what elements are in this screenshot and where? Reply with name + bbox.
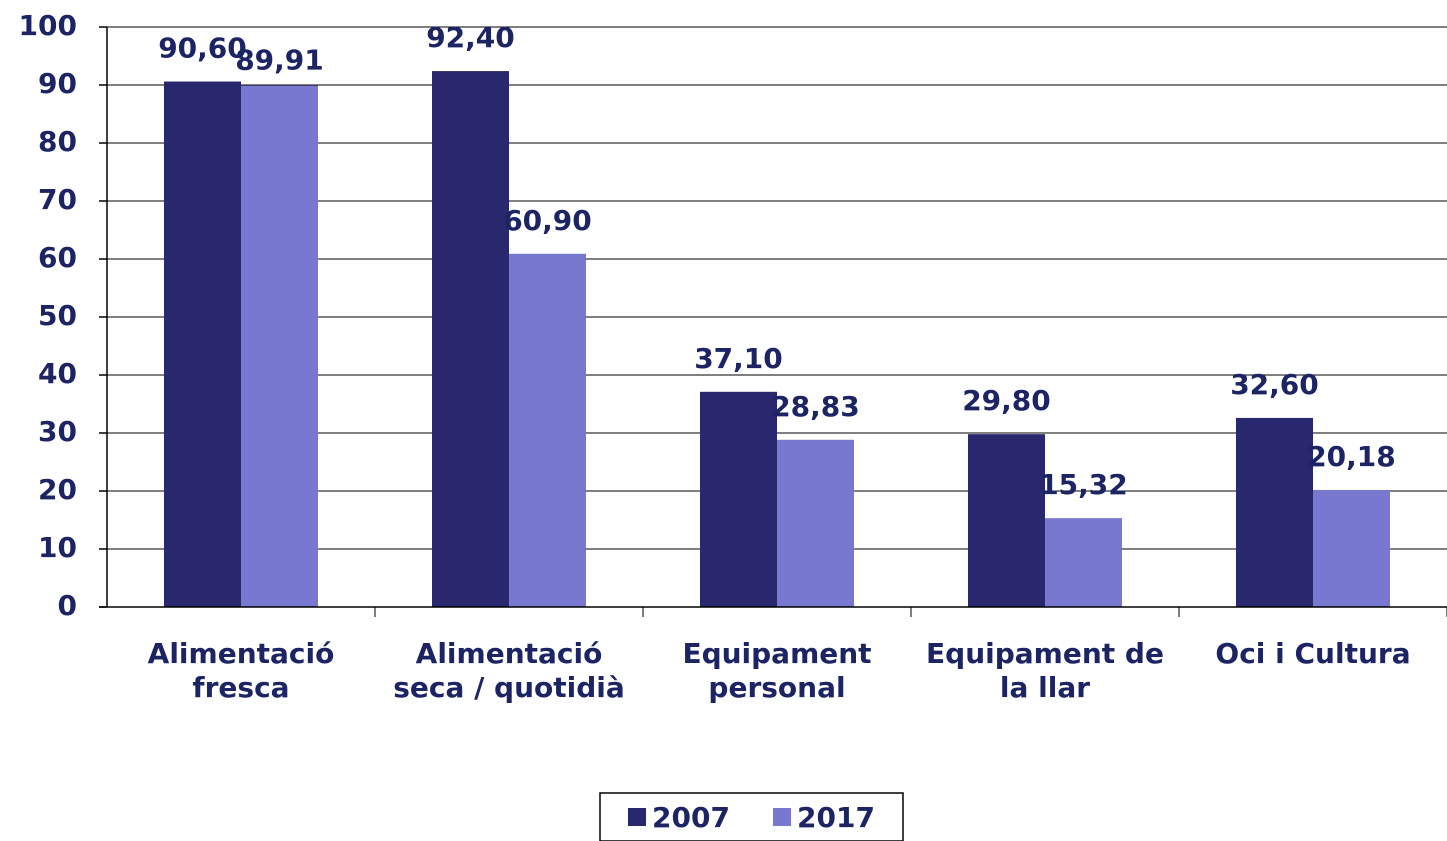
value-label: 37,10	[694, 342, 783, 375]
x-tick-label: Equipament de la llar	[926, 637, 1164, 704]
bar	[700, 391, 777, 607]
bar	[1313, 489, 1390, 607]
bar	[1236, 417, 1313, 607]
legend-swatch	[628, 808, 646, 826]
y-tick-label: 60	[38, 241, 77, 274]
bar	[164, 81, 241, 607]
value-label: 28,83	[771, 390, 860, 423]
y-tick-label: 0	[58, 589, 77, 622]
value-label: 29,80	[962, 384, 1051, 417]
y-tick-label: 30	[38, 415, 77, 448]
value-label: 89,91	[235, 44, 324, 77]
bar	[777, 439, 854, 607]
value-label: 60,90	[503, 204, 592, 237]
value-label: 32,60	[1230, 368, 1319, 401]
legend-label: 2017	[797, 801, 875, 834]
x-tick-label: Alimentació seca / quotidià	[393, 637, 625, 704]
value-label: 20,18	[1307, 440, 1396, 473]
legend-box	[599, 792, 904, 841]
y-tick-label: 20	[38, 473, 77, 506]
legend-label: 2007	[652, 801, 730, 834]
y-tick-label: 70	[38, 183, 77, 216]
bar	[1045, 518, 1122, 607]
value-label: 90,60	[158, 32, 247, 65]
bar	[509, 253, 586, 607]
y-tick-label: 100	[19, 9, 77, 42]
bar	[432, 71, 509, 607]
y-tick-label: 40	[38, 357, 77, 390]
bar	[968, 434, 1045, 607]
value-label: 92,40	[426, 21, 515, 54]
x-tick-label: Alimentació fresca	[147, 637, 335, 704]
legend-swatch	[773, 808, 791, 826]
x-tick-label: Equipament personal	[682, 637, 872, 704]
x-tick-label: Oci i Cultura	[1215, 637, 1411, 670]
y-tick-label: 90	[38, 67, 77, 100]
y-tick-label: 50	[38, 299, 77, 332]
value-label: 15,32	[1039, 468, 1128, 501]
y-tick-label: 80	[38, 125, 77, 158]
y-tick-label: 10	[38, 531, 77, 564]
bar	[241, 85, 318, 608]
